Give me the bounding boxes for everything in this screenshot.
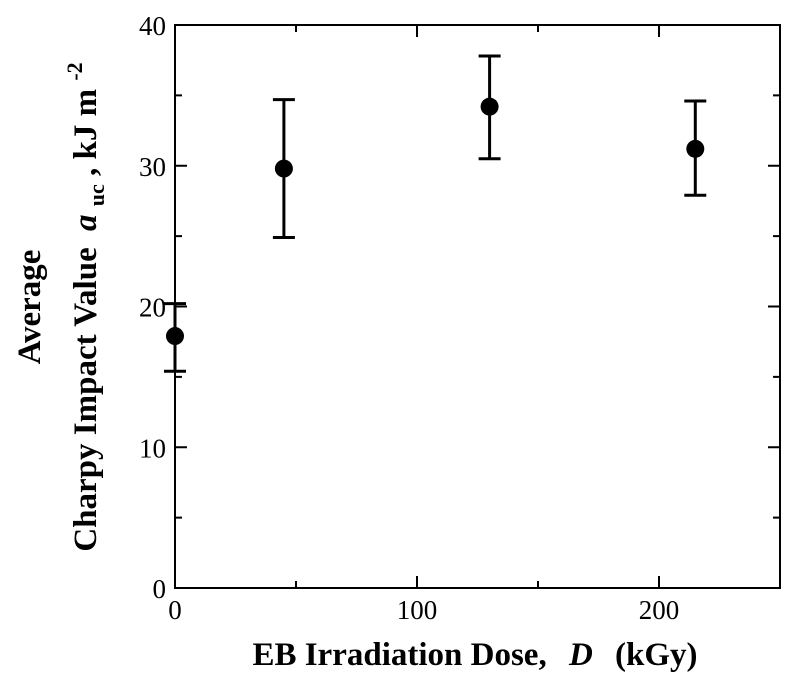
data-point: [166, 327, 184, 346]
y-tick-label: 0: [153, 574, 167, 604]
x-tick-label: 200: [639, 595, 680, 625]
y-tick-label: 30: [139, 152, 166, 182]
ticks-layer: [174, 24, 780, 589]
y-tick-label: 20: [139, 293, 166, 323]
y-axis-title-line2: Charpy Impact Value a uc , kJ m -2: [62, 62, 112, 551]
x-tick-label: 0: [168, 595, 182, 625]
x-tick-label: 100: [397, 595, 438, 625]
data-point: [274, 159, 293, 178]
tick-labels-layer: 0 100 200 0 10 20 30 40: [139, 11, 679, 625]
plot-frame: [174, 24, 781, 589]
x-axis-title: EB Irradiation Dose, D (kGy): [252, 637, 697, 673]
y-axis-title-line1: Average: [12, 250, 48, 365]
y-tick-label: 40: [139, 11, 166, 41]
data-point: [480, 97, 499, 116]
y-tick-label: 10: [139, 433, 166, 463]
error-bars-layer: [164, 54, 707, 373]
data-point: [686, 139, 705, 158]
data-points-layer: [166, 97, 705, 346]
